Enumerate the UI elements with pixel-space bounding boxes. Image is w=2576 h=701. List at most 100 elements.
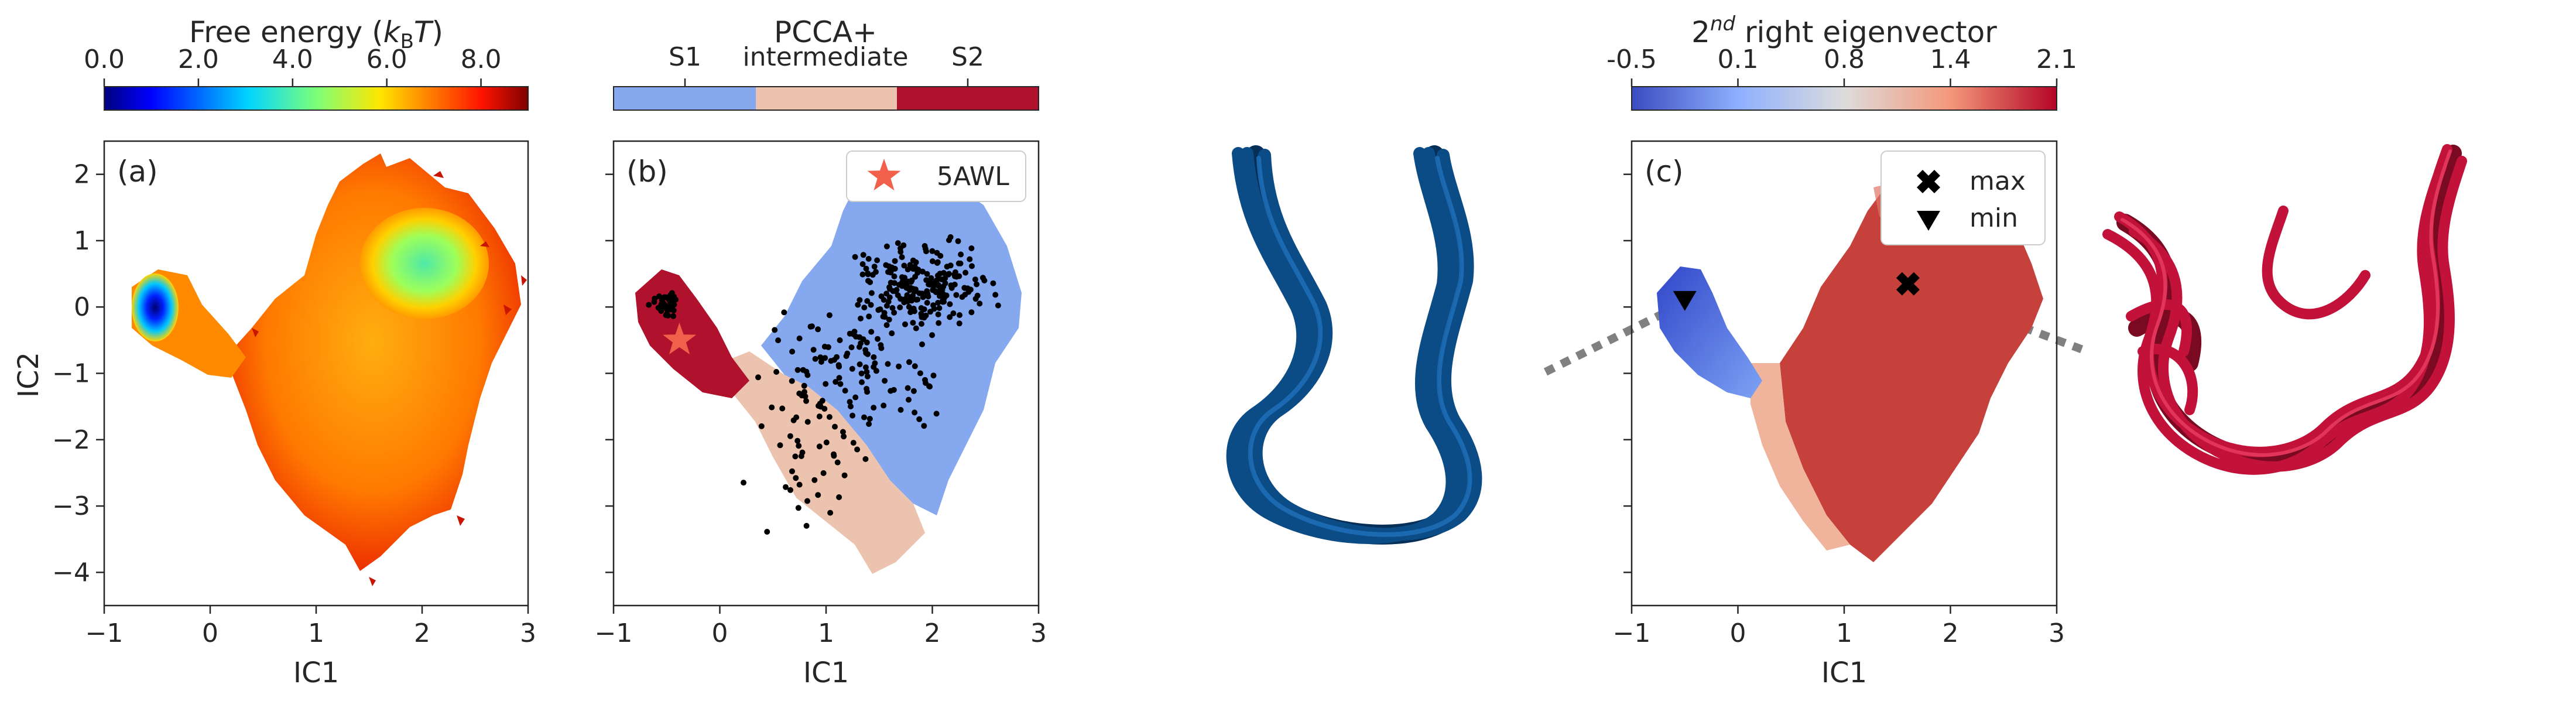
sample-point	[910, 306, 917, 312]
sample-point	[798, 453, 804, 459]
sample-point	[913, 325, 919, 331]
sample-point	[816, 443, 823, 450]
sample-point	[796, 443, 802, 449]
sample-point	[847, 399, 853, 405]
x-tick-label: 1	[818, 618, 834, 648]
colorbar-a-title: Free energy (kBT)	[189, 15, 443, 53]
sample-point	[850, 331, 857, 337]
sample-point	[955, 238, 961, 244]
sample-point	[787, 487, 793, 493]
axes-c-x-ticks: −1 0 1 2 3	[1613, 606, 2065, 648]
sample-point	[804, 498, 810, 504]
axes-a-x-ticks: −1 0 1 2 3	[85, 606, 536, 648]
sample-point	[864, 298, 871, 304]
sample-point	[871, 364, 877, 370]
sample-point	[831, 451, 837, 457]
sample-point	[941, 299, 947, 305]
sample-point	[886, 316, 892, 323]
sample-point	[968, 245, 975, 251]
sample-point	[673, 296, 679, 303]
sample-point	[898, 249, 904, 255]
sample-point	[903, 283, 909, 289]
sample-point	[817, 354, 824, 361]
sample-point	[891, 273, 898, 279]
legend-min-label: min	[1969, 203, 2018, 233]
axes-c-y-ticks	[1623, 173, 1632, 573]
sample-point	[902, 321, 908, 327]
sample-point	[855, 302, 861, 308]
colorbar-tick-label: 0.0	[84, 45, 125, 74]
sample-point	[919, 321, 924, 327]
panel-tag-b: (b)	[626, 155, 668, 189]
sample-point	[868, 302, 874, 308]
sample-point	[910, 388, 917, 394]
sample-point	[934, 260, 940, 266]
sample-point	[921, 306, 927, 313]
sample-point	[871, 405, 877, 411]
sample-point	[890, 387, 897, 393]
y-axis-label: IC2	[12, 352, 45, 398]
legend-b: 5AWL	[846, 151, 1026, 202]
colorbar-tick-label: 2.1	[2036, 45, 2077, 74]
sample-point	[962, 269, 969, 276]
y-tick-label: −1	[52, 359, 90, 389]
legend-c: max min	[1880, 151, 2046, 245]
sample-point	[772, 327, 778, 333]
pcca-region-S2	[635, 269, 749, 398]
sample-point	[919, 290, 926, 297]
sample-point	[957, 312, 962, 318]
sample-point	[841, 433, 847, 440]
sample-point	[835, 362, 842, 368]
sample-point	[974, 281, 980, 288]
sample-point	[912, 363, 918, 370]
x-tick-label: 0	[202, 618, 218, 648]
sample-point	[795, 505, 801, 511]
sample-point	[919, 268, 926, 275]
heatmap-free-energy	[132, 153, 527, 586]
sample-point	[882, 378, 888, 384]
sample-point	[906, 396, 912, 403]
panel-tag-c: (c)	[1645, 155, 1684, 189]
sample-point	[842, 388, 848, 394]
colorbar-c-title: 2nd right eigenvector	[1691, 12, 1997, 49]
sample-point	[906, 359, 912, 365]
sample-point	[816, 403, 821, 409]
sample-point	[956, 273, 962, 279]
panel-c: 2nd right eigenvector -0.5 0.1 0.8 1.4 2.1 −…	[1606, 12, 2077, 689]
sample-point	[822, 355, 828, 361]
sample-point	[945, 271, 951, 278]
sample-point	[646, 302, 652, 308]
sample-point	[928, 275, 934, 281]
sample-point	[919, 341, 925, 347]
x-tick-label: −1	[1613, 618, 1651, 648]
sample-point	[801, 382, 807, 389]
sample-point	[967, 256, 973, 262]
sample-point	[930, 372, 937, 379]
sample-point	[930, 302, 936, 309]
colorbar-eigenvector: 2nd right eigenvector -0.5 0.1 0.8 1.4 2.1	[1606, 12, 2077, 111]
sample-point	[934, 277, 940, 283]
sample-point	[906, 304, 912, 310]
sample-point	[912, 409, 918, 416]
legend-max-label: max	[1969, 166, 2026, 196]
colorbar-tick-label: 0.1	[1718, 45, 1759, 74]
sample-point	[858, 315, 864, 322]
axes-a-y-ticks: 2 1 0 −1 −2 −3 −4	[52, 160, 104, 587]
sample-point	[849, 365, 855, 372]
sample-point	[957, 260, 964, 266]
sample-point	[972, 276, 978, 283]
sample-point	[818, 358, 824, 365]
sample-point	[936, 320, 942, 326]
sample-point	[913, 259, 919, 265]
sample-point	[927, 309, 933, 315]
sample-point	[755, 374, 761, 381]
free-energy-body	[225, 153, 521, 571]
legend-5awl-label: 5AWL	[937, 162, 1009, 192]
colorbar-pcca: PCCA+ S1 intermediate S2	[613, 15, 1039, 111]
sample-point	[837, 337, 843, 343]
sample-point	[895, 240, 901, 247]
sample-point	[891, 309, 898, 316]
sample-point	[910, 266, 916, 272]
axes-a: −1 0 1 2 3 2 1 0 −1 −2 −3 −4 IC1 IC2 (a)	[12, 140, 536, 689]
sample-point	[866, 313, 872, 320]
